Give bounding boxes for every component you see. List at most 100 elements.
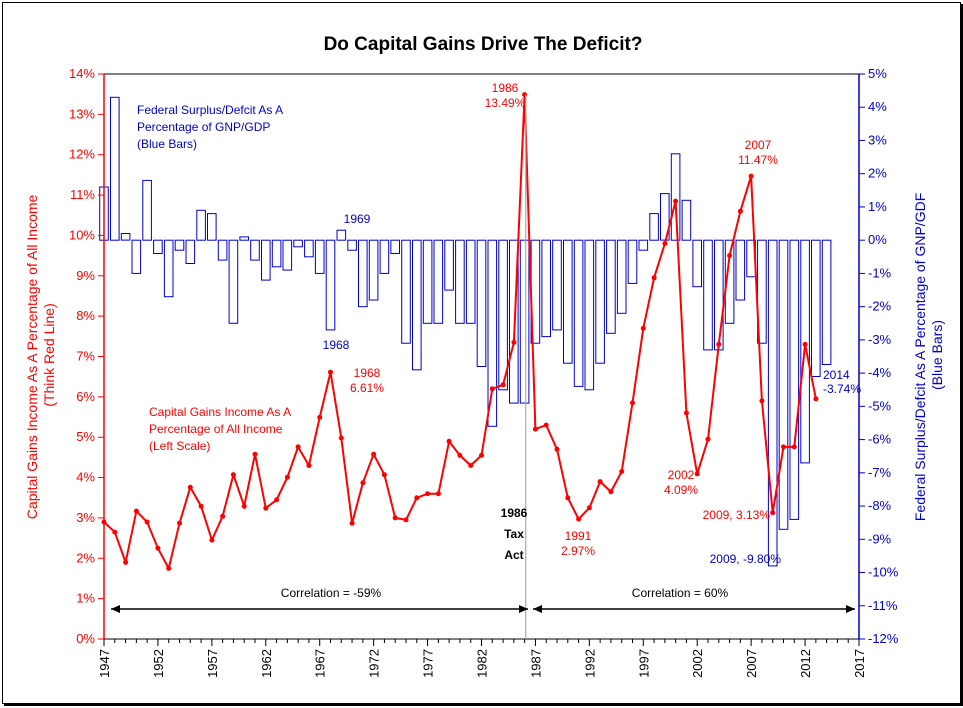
x-tick-label: 1977 bbox=[421, 649, 436, 678]
deficit-bar bbox=[368, 239, 379, 301]
deficit-bar bbox=[174, 239, 185, 251]
right-tick-label: -2% bbox=[868, 299, 892, 314]
deficit-bar bbox=[649, 213, 659, 241]
capital-gains-point bbox=[274, 497, 280, 503]
label-1968-blue: 1968 bbox=[323, 338, 350, 352]
capital-gains-legend-line: Capital Gains Income As A bbox=[149, 405, 291, 419]
capital-gains-point bbox=[252, 451, 258, 457]
deficit-bar bbox=[703, 239, 713, 351]
left-tick-label: 6% bbox=[76, 389, 95, 404]
deficit-bar bbox=[670, 153, 681, 241]
label-2002-line: 2002 bbox=[668, 468, 695, 482]
deficit-bar bbox=[412, 239, 422, 371]
capital-gains-point bbox=[813, 396, 819, 402]
capital-gains-point bbox=[403, 517, 409, 523]
right-tick-label: -3% bbox=[868, 332, 892, 347]
capital-gains-point bbox=[500, 382, 506, 388]
left-tick-label: 7% bbox=[76, 349, 95, 364]
right-tick-label: -8% bbox=[868, 498, 892, 513]
deficit-bar bbox=[422, 239, 433, 324]
deficit-bar bbox=[552, 239, 562, 331]
capital-gains-point bbox=[532, 426, 538, 432]
deficit-bar bbox=[401, 239, 411, 344]
deficit-bar bbox=[627, 239, 638, 284]
deficit-bar bbox=[336, 229, 347, 241]
left-axis-label-line1: Capital Gains Income As A Percentage of … bbox=[24, 194, 40, 519]
capital-gains-point bbox=[457, 452, 463, 458]
right-tick-label: 5% bbox=[868, 66, 887, 81]
peak-1986-label-line: 1986 bbox=[492, 81, 519, 95]
label-2014-line: 2014 bbox=[823, 368, 850, 382]
deficit-legend: Federal Surplus/Defcit As A Percentage of… bbox=[137, 103, 283, 151]
left-tick-label: 5% bbox=[76, 429, 95, 444]
deficit-bar bbox=[692, 239, 703, 288]
correlation-left-label: Correlation = -59% bbox=[281, 586, 382, 600]
capital-gains-point bbox=[640, 325, 646, 331]
deficit-bar bbox=[714, 239, 724, 351]
x-tick-label: 1982 bbox=[475, 649, 490, 678]
capital-gains-point bbox=[263, 505, 269, 511]
deficit-bar bbox=[142, 179, 152, 241]
capital-gains-point bbox=[230, 472, 236, 478]
capital-gains-point bbox=[338, 435, 344, 441]
tax-act-label-line: 1986 bbox=[501, 506, 528, 520]
deficit-bar bbox=[606, 239, 616, 334]
deficit-bar bbox=[541, 239, 552, 338]
label-1991: 1991 2.97% bbox=[561, 529, 595, 558]
right-tick-label: 3% bbox=[868, 132, 887, 147]
capital-gains-point bbox=[112, 529, 118, 535]
capital-gains-point bbox=[576, 516, 582, 522]
deficit-bar bbox=[217, 239, 228, 261]
capital-gains-point bbox=[468, 463, 474, 468]
deficit-bar bbox=[163, 239, 174, 298]
capital-gains-point bbox=[716, 341, 722, 347]
right-tick-label: -11% bbox=[868, 598, 898, 613]
right-tick-label: -10% bbox=[868, 565, 899, 580]
x-tick-label: 1992 bbox=[582, 649, 597, 678]
capital-gains-point bbox=[727, 253, 733, 259]
deficit-bar bbox=[519, 239, 530, 404]
deficit-bar bbox=[638, 239, 649, 251]
deficit-bar bbox=[271, 239, 282, 268]
deficit-bar bbox=[433, 239, 444, 324]
peak-2007-label: 2007 11.47% bbox=[738, 138, 778, 167]
capital-gains-point bbox=[694, 471, 700, 477]
x-tick-label: 1947 bbox=[97, 649, 112, 678]
capital-gains-point bbox=[673, 198, 679, 204]
deficit-legend-line: Federal Surplus/Defcit As A bbox=[137, 103, 283, 117]
left-tick-label: 12% bbox=[69, 147, 95, 162]
capital-gains-point bbox=[759, 398, 765, 404]
label-2014-line: -3.74% bbox=[823, 382, 861, 396]
left-axis-label-line2: (Think Red Line) bbox=[41, 303, 57, 407]
capital-gains-point bbox=[209, 537, 215, 543]
axes: 0% 1% 2% 3% 4% 5% 6% 7% 8% 9% 10% 11% 12% 13% 14% -12% -… bbox=[69, 66, 899, 678]
right-tick-label: -5% bbox=[868, 398, 892, 413]
capital-gains-point bbox=[220, 513, 226, 519]
left-tick-label: 14% bbox=[69, 66, 95, 81]
deficit-bar bbox=[767, 239, 778, 567]
capital-gains-point bbox=[630, 400, 635, 406]
deficit-bar bbox=[293, 239, 303, 248]
tax-act-label-line: Tax bbox=[504, 527, 524, 541]
capital-gains-point bbox=[284, 474, 290, 480]
deficit-bar bbox=[487, 239, 498, 427]
deficit-bar bbox=[390, 239, 400, 254]
deficit-bar bbox=[584, 239, 595, 391]
capital-gains-point bbox=[608, 489, 614, 495]
right-axis-label-line2: (Blue Bars) bbox=[929, 320, 945, 390]
capital-gains-point bbox=[651, 275, 657, 281]
label-1968-red: 1968 6.61% bbox=[350, 366, 384, 395]
left-tick-label: 11% bbox=[70, 187, 95, 202]
deficit-bar bbox=[239, 236, 249, 241]
capital-gains-point bbox=[586, 505, 592, 511]
capital-gains-point bbox=[662, 241, 668, 246]
deficit-bar bbox=[131, 239, 142, 274]
capital-gains-point bbox=[144, 519, 150, 525]
label-1991-line: 1991 bbox=[565, 529, 592, 543]
deficit-bar bbox=[789, 239, 800, 520]
peak-2007-label-line: 2007 bbox=[745, 138, 772, 152]
deficit-bar bbox=[185, 239, 196, 264]
label-2009-red: 2009, 3.13% bbox=[703, 508, 771, 522]
label-2002: 2002 4.09% bbox=[664, 468, 698, 497]
